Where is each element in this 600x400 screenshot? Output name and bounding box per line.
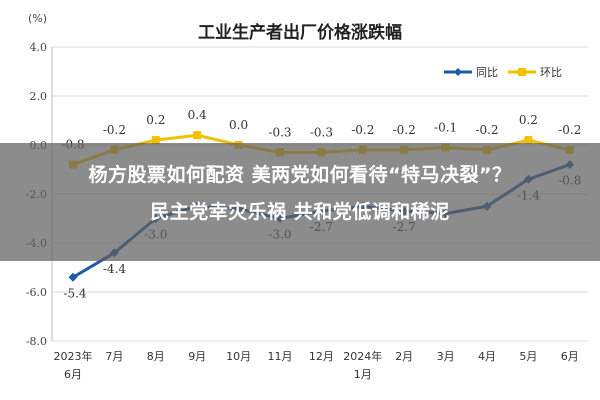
overlay-banner [0,143,600,261]
yoy-point [68,272,78,282]
x-tick-label: 6月 [64,368,82,381]
mom-data-label: 0.2 [146,113,165,127]
y-axis-unit-label: (%) [28,12,47,25]
legend: 同比 环比 [444,66,562,79]
mom-data-label: 0.0 [229,118,248,132]
x-tick-label: 6月 [561,350,579,363]
mom-data-label: 0.4 [188,108,207,122]
x-axis-ticks: 2023年 6月 7月 8月 9月 10月 11月 12月 2024年 1月 2月 3月 4月 5月 6月 [54,349,579,381]
x-tick-label: 8月 [147,350,165,363]
x-tick-label: 9月 [188,350,206,363]
x-tick-label: 1月 [354,368,372,381]
x-tick-label: 3月 [437,350,455,363]
legend-label: 同比 [476,66,498,79]
mom-data-label: -0.2 [558,123,581,137]
legend-label: 环比 [540,66,562,79]
overlay-headline-line1: 杨方股票如何配资 美两党如何看待“特马决裂”？ [88,164,512,186]
mom-data-label: -0.2 [475,123,498,137]
mom-data-label: -0.1 [434,120,457,134]
mom-data-label: -0.2 [393,123,416,137]
mom-point [193,131,202,140]
y-tick-label: -6.0 [26,286,47,299]
legend-swatch-marker [454,68,462,76]
x-tick-label: 12月 [309,350,334,363]
yoy-data-label: -4.4 [103,262,127,276]
x-tick-label: 2024年 [343,349,382,363]
mom-point [524,136,533,145]
x-tick-label: 11月 [268,350,293,363]
x-tick-label: 5月 [519,350,537,363]
mom-data-label: 0.2 [519,113,538,127]
y-tick-label: 2.0 [30,90,48,103]
legend-swatch-marker [518,68,526,76]
mom-data-label: -0.2 [351,123,374,137]
x-tick-label: 2月 [395,350,413,363]
x-tick-label: 2023年 [54,349,93,363]
y-tick-label: 4.0 [30,41,48,54]
overlay-headline-line2: 民主党幸灾乐祸 共和党低调和稀泥 [150,201,450,223]
mom-data-label: -0.2 [103,123,126,137]
mom-point [151,136,160,145]
x-tick-label: 7月 [105,350,123,363]
yoy-data-label: -5.4 [63,286,87,300]
y-tick-label: -8.0 [26,335,47,348]
x-tick-label: 10月 [226,350,251,363]
x-tick-label: 4月 [478,350,496,363]
mom-data-label: -0.3 [310,125,333,139]
mom-data-label: -0.3 [268,125,291,139]
chart-title: 工业生产者出厂价格涨跌幅 [198,22,402,43]
